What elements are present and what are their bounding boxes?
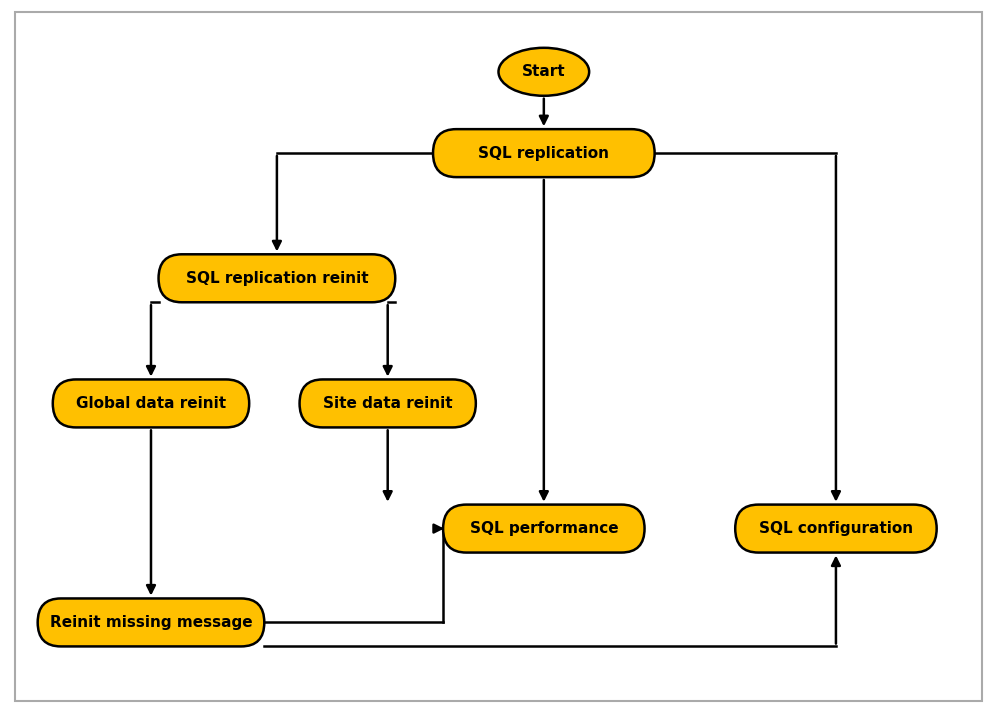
Text: Site data reinit: Site data reinit <box>323 396 453 411</box>
Text: Global data reinit: Global data reinit <box>76 396 226 411</box>
FancyBboxPatch shape <box>735 505 936 553</box>
Text: SQL configuration: SQL configuration <box>759 521 913 536</box>
FancyBboxPatch shape <box>38 598 264 647</box>
Text: Start: Start <box>522 64 565 79</box>
Text: SQL replication: SQL replication <box>479 145 609 160</box>
Text: SQL performance: SQL performance <box>470 521 618 536</box>
FancyBboxPatch shape <box>443 505 644 553</box>
FancyBboxPatch shape <box>433 129 655 177</box>
Ellipse shape <box>498 48 589 96</box>
Text: SQL replication reinit: SQL replication reinit <box>185 271 368 286</box>
FancyBboxPatch shape <box>159 255 395 302</box>
FancyBboxPatch shape <box>299 379 476 427</box>
Text: Reinit missing message: Reinit missing message <box>50 615 252 630</box>
FancyBboxPatch shape <box>53 379 249 427</box>
